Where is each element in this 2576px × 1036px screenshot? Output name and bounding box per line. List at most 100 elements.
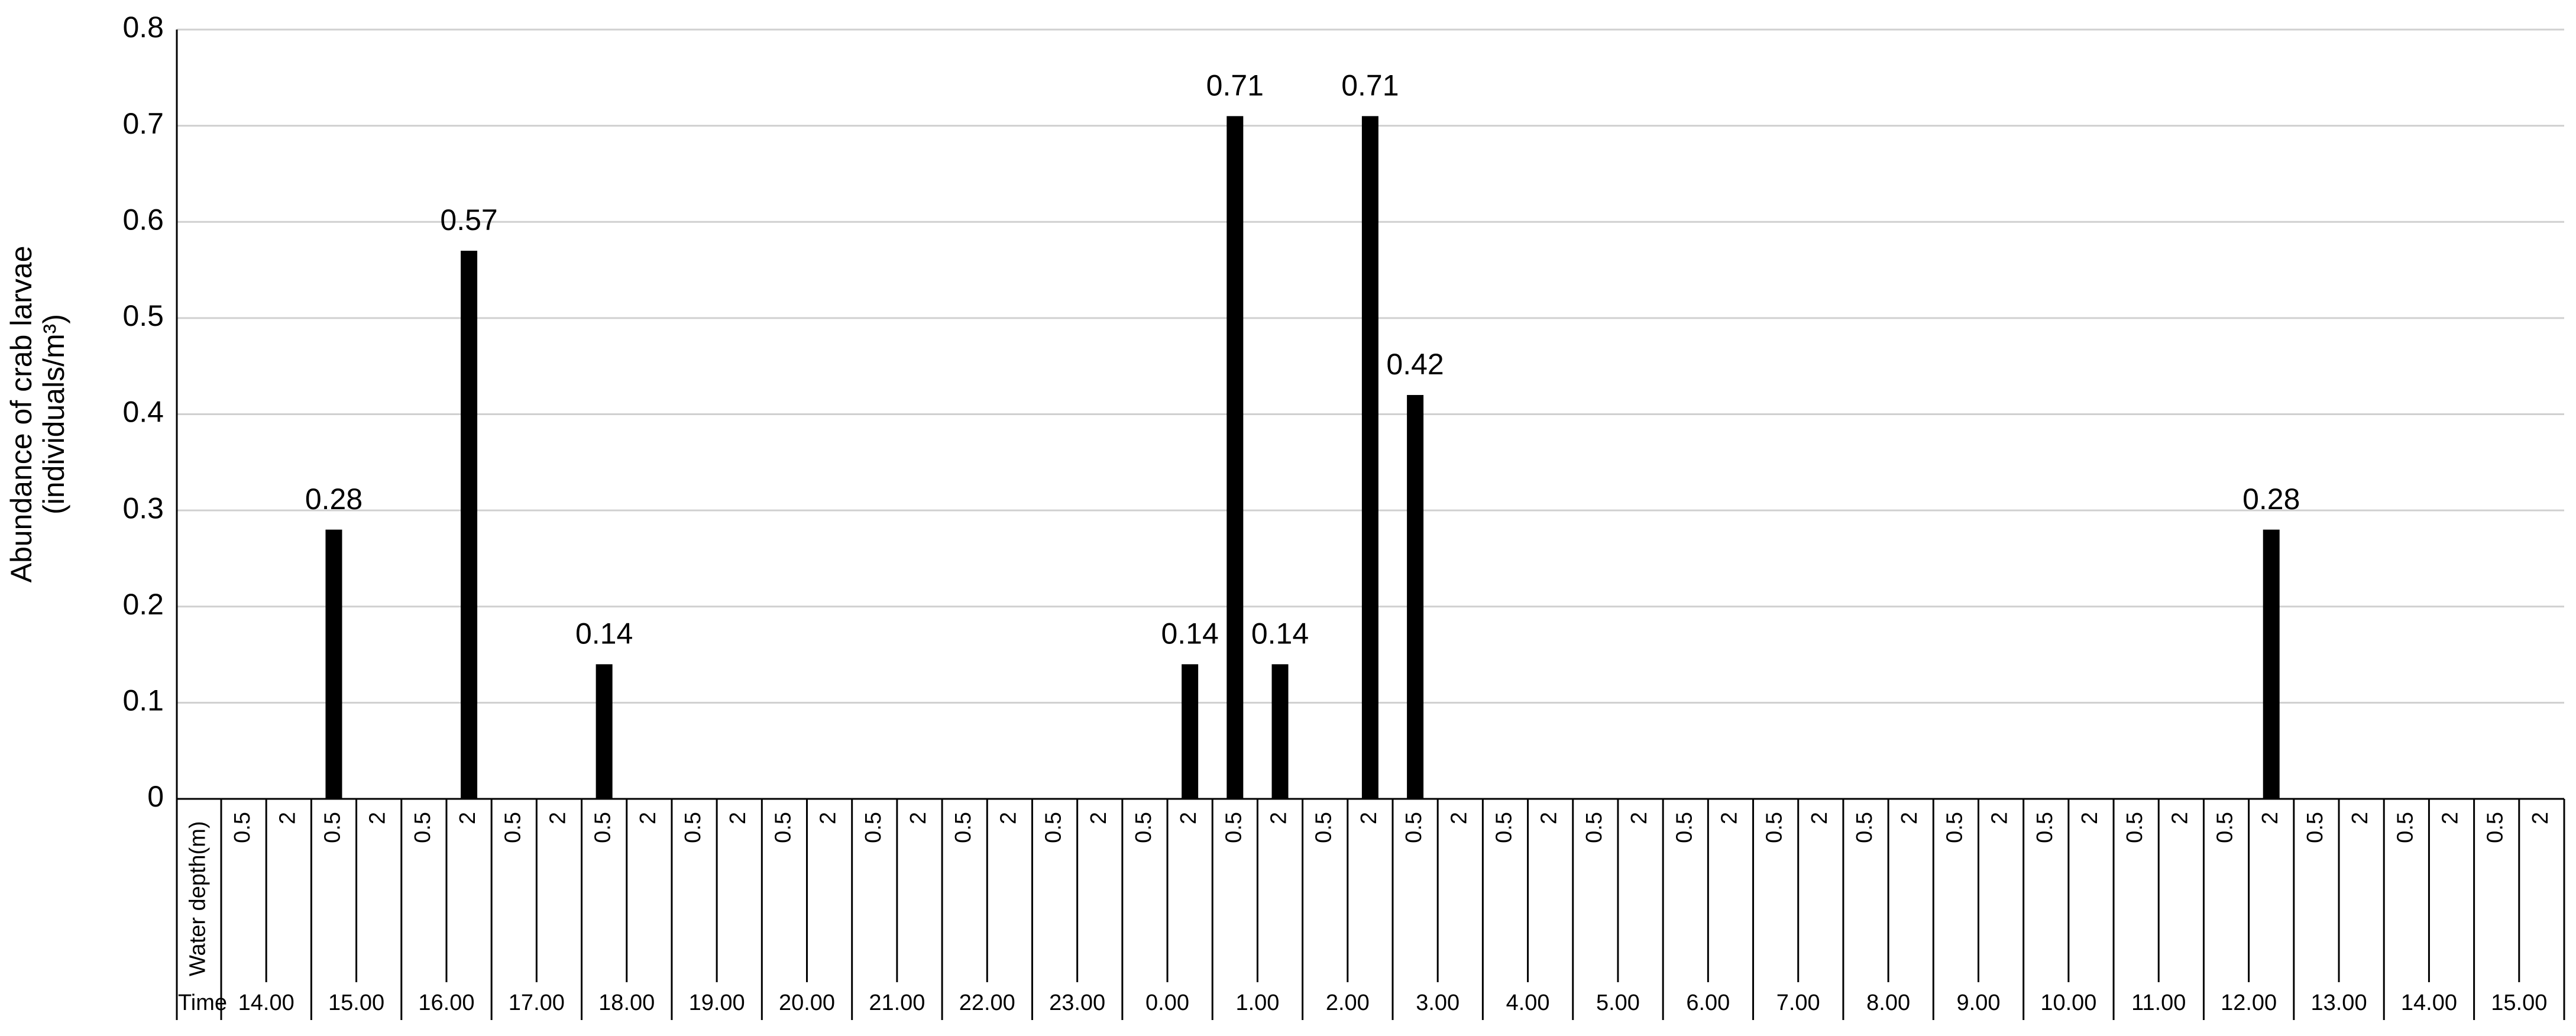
x-tick-label: 0.5	[1492, 812, 1517, 843]
x-tick-label: 2	[1897, 812, 1922, 824]
bar	[1361, 116, 1378, 799]
level-label: Time	[178, 990, 227, 1015]
x-tick-label: 2	[2077, 812, 2102, 824]
group-label: 19.00	[689, 990, 745, 1015]
x-tick-label: 0.5	[1942, 812, 1967, 843]
x-tick-label: 2	[1086, 812, 1111, 824]
x-tick-label: 2	[816, 812, 841, 824]
group-label: 1.00	[1235, 990, 1279, 1015]
group-label: 16.00	[418, 990, 474, 1015]
group-label: 3.00	[1416, 990, 1459, 1015]
y-tick-label: 0	[147, 780, 164, 813]
y-axis-title: Abundance of crab larvae	[5, 246, 38, 583]
group-label: 20.00	[779, 990, 835, 1015]
data-label: 0.71	[1206, 69, 1264, 102]
x-tick-label: 0.5	[1672, 812, 1697, 843]
level-label: Water depth(m)	[186, 821, 211, 976]
x-tick-label: 2	[1988, 812, 2012, 824]
bar	[1182, 664, 1199, 799]
bar	[325, 529, 342, 799]
x-tick-label: 2	[2438, 812, 2463, 824]
x-tick-label: 2	[1267, 812, 1292, 824]
x-tick-label: 2	[1176, 812, 1201, 824]
data-label: 0.14	[575, 617, 633, 650]
group-label: 0.00	[1145, 990, 1189, 1015]
data-label: 0.71	[1341, 69, 1399, 102]
bar	[596, 664, 613, 799]
x-tick-label: 0.5	[1221, 812, 1246, 843]
bar	[1407, 394, 1424, 799]
y-tick-label: 0.3	[122, 491, 164, 525]
y-axis-title: (individuals/m³)	[37, 314, 70, 514]
x-tick-label: 0.5	[500, 812, 525, 843]
data-label: 0.14	[1251, 617, 1309, 650]
x-tick-label: 2	[455, 812, 480, 824]
bar	[461, 251, 478, 799]
x-tick-label: 2	[545, 812, 570, 824]
x-tick-label: 0.5	[2213, 812, 2238, 843]
x-tick-label: 0.5	[2303, 812, 2328, 843]
y-tick-label: 0.8	[122, 11, 164, 44]
x-tick-label: 2	[1446, 812, 1471, 824]
x-tick-label: 0.5	[2483, 812, 2508, 843]
group-label: 10.00	[2040, 990, 2096, 1015]
bar	[1226, 116, 1244, 799]
x-tick-label: 2	[2528, 812, 2553, 824]
x-tick-label: 2	[996, 812, 1021, 824]
group-label: 18.00	[598, 990, 655, 1015]
group-label: 9.00	[1957, 990, 2001, 1015]
group-label: 21.00	[869, 990, 925, 1015]
x-tick-label: 2	[275, 812, 300, 824]
y-tick-label: 0.6	[122, 203, 164, 236]
bar	[2263, 529, 2280, 799]
group-label: 15.00	[2491, 990, 2547, 1015]
x-tick-label: 2	[1807, 812, 1832, 824]
x-tick-label: 2	[2167, 812, 2192, 824]
x-tick-label: 0.5	[1312, 812, 1336, 843]
data-label: 0.28	[305, 483, 363, 516]
y-tick-label: 0.7	[122, 107, 164, 140]
y-tick-label: 0.2	[122, 588, 164, 621]
group-label: 23.00	[1049, 990, 1105, 1015]
bar	[1271, 664, 1289, 799]
x-tick-label: 0.5	[591, 812, 616, 843]
x-tick-label: 0.5	[861, 812, 886, 843]
x-tick-label: 0.5	[2033, 812, 2057, 843]
x-tick-label: 2	[2258, 812, 2283, 824]
x-tick-label: 2	[636, 812, 661, 824]
group-label: 2.00	[1326, 990, 1370, 1015]
group-label: 5.00	[1596, 990, 1640, 1015]
x-tick-label: 0.5	[1852, 812, 1877, 843]
y-tick-label: 0.5	[122, 299, 164, 332]
group-label: 7.00	[1776, 990, 1820, 1015]
x-tick-label: 0.5	[771, 812, 795, 843]
group-label: 14.00	[238, 990, 295, 1015]
group-label: 22.00	[959, 990, 1015, 1015]
group-label: 15.00	[328, 990, 384, 1015]
x-tick-label: 2	[1537, 812, 1562, 824]
x-tick-label: 0.5	[1582, 812, 1607, 843]
data-label: 0.28	[2242, 483, 2300, 516]
data-label: 0.57	[440, 203, 497, 237]
x-tick-label: 0.5	[2393, 812, 2418, 843]
x-tick-label: 0.5	[1041, 812, 1066, 843]
x-tick-label: 0.5	[410, 812, 435, 843]
y-tick-label: 0.4	[122, 396, 164, 429]
x-tick-label: 0.5	[1131, 812, 1156, 843]
x-tick-label: 2	[1717, 812, 1742, 824]
x-tick-label: 0.5	[1402, 812, 1426, 843]
x-tick-label: 0.5	[321, 812, 345, 843]
data-label: 0.42	[1386, 348, 1444, 381]
x-tick-label: 2	[1627, 812, 1652, 824]
data-label: 0.14	[1161, 617, 1218, 650]
group-label: 13.00	[2310, 990, 2367, 1015]
x-tick-label: 2	[1357, 812, 1381, 824]
x-tick-label: 0.5	[1762, 812, 1787, 843]
group-label: 14.00	[2401, 990, 2457, 1015]
group-label: 17.00	[509, 990, 565, 1015]
group-label: 8.00	[1866, 990, 1910, 1015]
x-tick-label: 0.5	[230, 812, 255, 843]
x-tick-label: 2	[365, 812, 390, 824]
x-tick-label: 2	[2348, 812, 2373, 824]
